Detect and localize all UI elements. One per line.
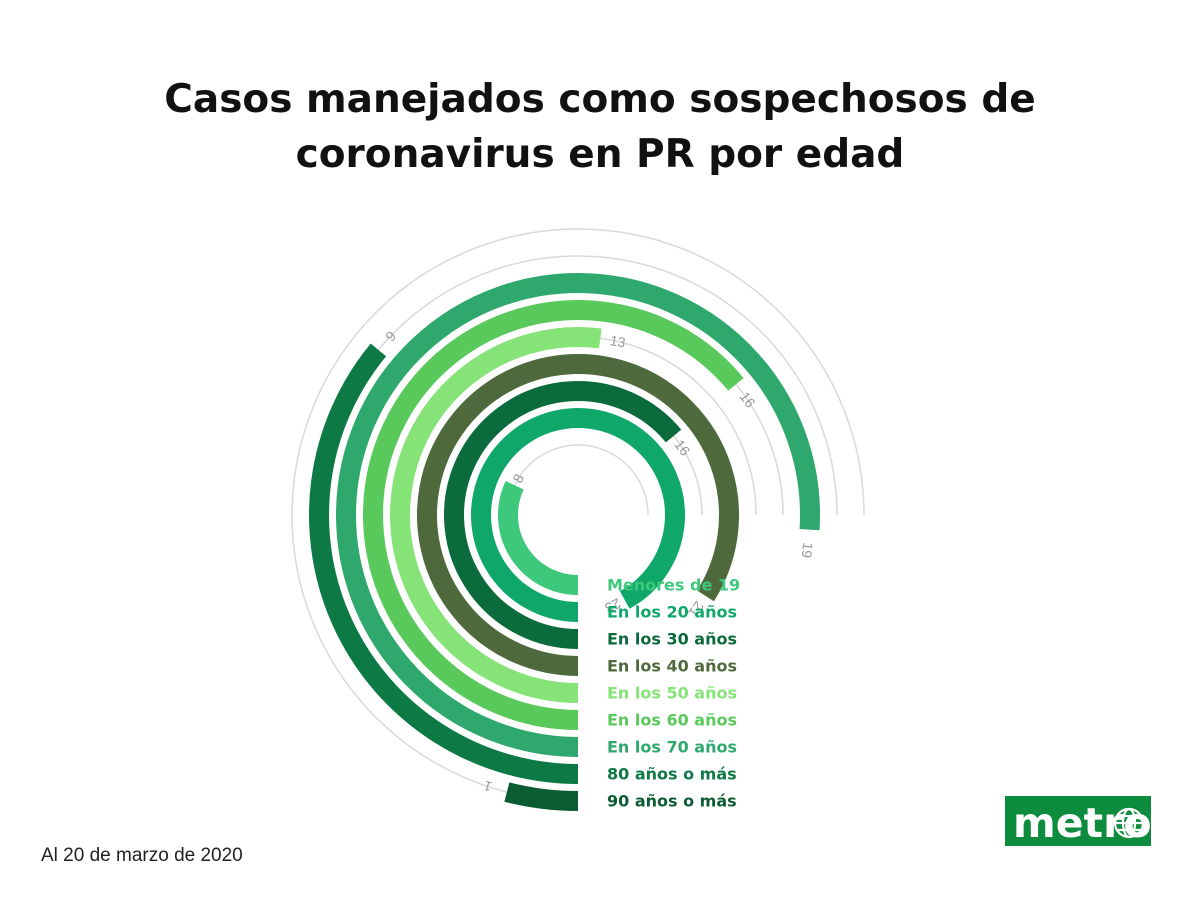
bar-en-los-60-anos <box>363 300 744 730</box>
value-label-en-los-50-anos: 13 <box>609 332 627 351</box>
bar-group <box>309 273 820 811</box>
globe-icon <box>1113 807 1145 839</box>
value-label-en-los-20-anos: 23 <box>602 595 623 616</box>
bar-en-los-30-anos <box>444 381 682 649</box>
legend: Menores de 19 En los 20 años En los 30 año… <box>607 576 740 811</box>
value-label-90-anos-o-mas: 1 <box>481 778 493 796</box>
value-label-menores-de-19: 8 <box>509 471 527 486</box>
track-90-anos-o-mas <box>291 228 865 802</box>
date-footnote: Al 20 de marzo de 2020 <box>41 845 243 866</box>
category-label-80-anos-o-mas: 80 años o más <box>607 765 737 784</box>
value-label-en-los-30-anos: 16 <box>671 437 693 459</box>
metro-logo: metro <box>1005 796 1151 846</box>
bar-80-anos-o-mas <box>309 343 579 784</box>
category-label-menores-de-19: Menores de 19 <box>607 576 740 595</box>
category-label-90-anos-o-mas: 90 años o más <box>607 792 737 811</box>
category-label-en-los-60-anos: En los 60 años <box>607 711 737 730</box>
bar-en-los-50-anos <box>390 327 602 703</box>
bar-90-anos-o-mas <box>504 782 579 811</box>
category-label-en-los-40-anos: En los 40 años <box>607 657 737 676</box>
category-label-en-los-50-anos: En los 50 años <box>607 684 737 703</box>
category-label-en-los-30-anos: En los 30 años <box>607 630 737 649</box>
chart-title: Casos manejados como sospechosos de coro… <box>0 72 1200 182</box>
category-label-en-los-70-anos: En los 70 años <box>607 738 737 757</box>
value-label-en-los-70-anos: 19 <box>799 542 817 560</box>
bar-menores-de-19 <box>498 480 579 595</box>
value-label-en-los-60-anos: 16 <box>737 389 759 411</box>
category-label-en-los-20-anos: En los 20 años <box>607 603 737 622</box>
bar-en-los-40-anos <box>417 354 739 676</box>
bar-en-los-20-anos <box>471 408 685 622</box>
title-line-2: coronavirus en PR por edad <box>295 132 905 177</box>
title-line-1: Casos manejados como sospechosos de <box>164 77 1036 122</box>
bar-en-los-70-anos <box>336 273 820 757</box>
